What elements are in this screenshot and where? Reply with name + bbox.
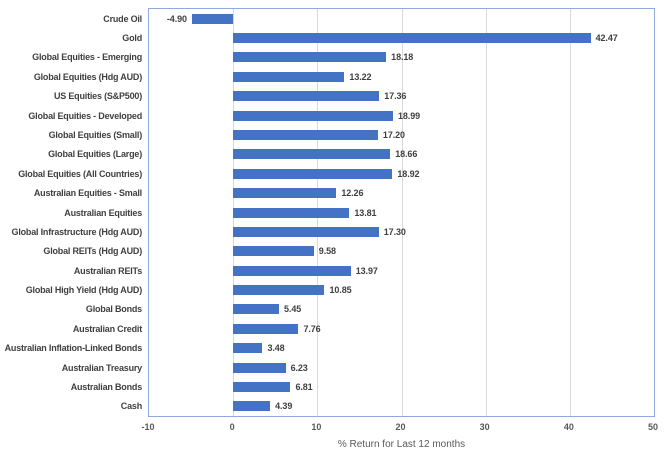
x-axis-title: % Return for Last 12 months: [337, 439, 466, 450]
category-label: Global Equities - Developed: [28, 110, 142, 121]
bar: [233, 285, 325, 296]
value-label: 5.45: [284, 304, 302, 315]
bar: [233, 91, 380, 102]
category-label: Australian REITs: [73, 265, 142, 276]
bar: [191, 13, 234, 24]
value-label: 13.22: [349, 71, 372, 82]
bar: [233, 265, 351, 276]
category-label: Global Equities (Large): [48, 149, 142, 160]
value-label: 9.58: [318, 246, 336, 257]
x-axis-tick-labels: -10 0 10 20 30 40 50: [141, 422, 659, 436]
bar: [233, 246, 314, 257]
category-label: Gold: [122, 33, 142, 44]
x-tick-label: 0: [229, 422, 235, 432]
bar: [233, 33, 591, 44]
bar: [233, 304, 280, 315]
category-label: Global Equities (Hdg AUD): [33, 71, 142, 82]
bar: [233, 168, 393, 179]
value-label: 6.81: [295, 381, 313, 392]
bar: [233, 323, 299, 334]
bar: [233, 207, 350, 218]
value-label: 3.48: [267, 343, 285, 354]
x-tick-label: -10: [141, 422, 155, 432]
gridline: [485, 9, 487, 416]
value-label: 18.92: [397, 168, 420, 179]
category-label: Cash: [120, 401, 142, 412]
category-label: Australian Inflation-Linked Bonds: [4, 343, 143, 354]
bar: [233, 362, 286, 373]
value-label: 10.85: [329, 285, 352, 296]
category-label: Global High Yield (Hdg AUD): [25, 285, 142, 296]
bar: [233, 149, 391, 160]
bar: [233, 110, 393, 121]
category-label: Global REITs (Hdg AUD): [43, 246, 142, 257]
value-label: 13.97: [355, 265, 378, 276]
bar: [233, 52, 387, 63]
category-label: Global Bonds: [85, 304, 142, 315]
plot-area: -4.90 42.47 18.18 13.22 17.36 18.99 17.20 18.66…: [148, 8, 655, 417]
category-label: Australian Credit: [72, 323, 142, 334]
value-label: 12.26: [341, 188, 364, 199]
bar: [233, 71, 345, 82]
category-label: Australian Bonds: [70, 381, 143, 392]
category-label: Global Equities (All Countries): [18, 168, 142, 179]
bar: [233, 129, 378, 140]
x-tick-label: 40: [563, 422, 574, 432]
bar: [233, 226, 379, 237]
x-tick-label: 20: [395, 422, 406, 432]
value-label: 18.66: [395, 149, 418, 160]
bar: [233, 188, 337, 199]
value-label: 18.99: [397, 110, 421, 121]
value-label: 7.76: [303, 323, 321, 334]
gridline: [401, 9, 403, 416]
bar: [233, 381, 291, 392]
category-label: Australian Treasury: [61, 362, 142, 373]
value-label: 17.36: [384, 91, 407, 102]
bar: [233, 343, 263, 354]
value-label: 6.23: [290, 362, 308, 373]
value-label: 18.18: [391, 52, 414, 63]
value-label: 17.30: [383, 226, 406, 237]
value-label: -4.90: [166, 13, 187, 24]
value-label: 17.20: [382, 129, 405, 140]
category-label: Crude Oil: [103, 13, 142, 24]
value-label: 13.81: [354, 207, 377, 218]
category-label: Global Infrastructure (Hdg AUD): [11, 226, 143, 237]
x-tick-label: 10: [311, 422, 322, 432]
value-label: 42.47: [595, 33, 618, 44]
bar: [233, 401, 271, 412]
category-axis-labels: Crude Oil Gold Global Equities - Emerging G…: [0, 9, 143, 416]
category-label: Global Equities - Emerging: [32, 52, 142, 63]
category-label: Australian Equities - Small: [33, 188, 142, 199]
category-label: Global Equities (Small): [48, 129, 143, 140]
category-label: Australian Equities: [64, 207, 142, 218]
x-tick-label: 30: [479, 422, 490, 432]
value-label: 4.39: [275, 401, 293, 412]
category-label: US Equities (S&P500): [53, 91, 142, 102]
x-tick-label: 50: [647, 422, 659, 432]
gridline: [569, 9, 571, 416]
